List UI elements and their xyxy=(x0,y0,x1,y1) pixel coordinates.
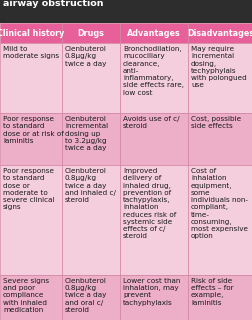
Text: Advantages: Advantages xyxy=(127,28,180,37)
Text: Clenbuterol
incremental
dosing up
to 3.2µg/kg
twice a day: Clenbuterol incremental dosing up to 3.2… xyxy=(65,116,108,151)
Bar xyxy=(119,23,187,43)
Bar xyxy=(62,43,119,113)
Text: Poor response
to standard
dose or at risk of
laminitis: Poor response to standard dose or at ris… xyxy=(3,116,64,144)
Bar xyxy=(187,23,252,43)
Text: Clenbuterol
0.8µg/kg
twice a day
and inhaled c/
steroid: Clenbuterol 0.8µg/kg twice a day and inh… xyxy=(65,168,115,203)
Bar xyxy=(187,113,252,165)
Text: Cost of
inhalation
equipment,
some
individuals non-
compliant,
time-
consuming,
: Cost of inhalation equipment, some indiv… xyxy=(190,168,247,239)
Text: Bronchodilation,
mucociliary
clearance,
anti-
inflammatory,
side effects rare,
l: Bronchodilation, mucociliary clearance, … xyxy=(122,46,183,95)
Bar xyxy=(62,113,119,165)
Text: Drugs: Drugs xyxy=(77,28,104,37)
Bar xyxy=(187,275,252,320)
Text: Avoids use of c/
steroid: Avoids use of c/ steroid xyxy=(122,116,179,129)
Text: Clenbuterol
0.8µg/kg
twice a day
and oral c/
steroid: Clenbuterol 0.8µg/kg twice a day and ora… xyxy=(65,278,106,313)
Bar xyxy=(187,165,252,275)
Bar xyxy=(119,275,187,320)
Bar xyxy=(119,43,187,113)
Text: Mild to
moderate signs: Mild to moderate signs xyxy=(3,46,59,59)
Text: Poor response
to standard
dose or
moderate to
severe clinical
signs: Poor response to standard dose or modera… xyxy=(3,168,54,210)
Text: Severe signs
and poor
compliance
with inhaled
medication: Severe signs and poor compliance with in… xyxy=(3,278,49,313)
Bar xyxy=(0,23,62,43)
Text: Clenbuterol
0.8µg/kg
twice a day: Clenbuterol 0.8µg/kg twice a day xyxy=(65,46,106,67)
Bar xyxy=(0,275,62,320)
Text: May require
incremental
dosing,
techyphylais
with polongued
use: May require incremental dosing, techyphy… xyxy=(190,46,246,88)
Text: Disadvantages: Disadvantages xyxy=(186,28,252,37)
Bar xyxy=(0,113,62,165)
Text: Cost, possible
side effects: Cost, possible side effects xyxy=(190,116,240,129)
Bar xyxy=(0,43,62,113)
Bar xyxy=(119,113,187,165)
Text: Table 1. Treatment options for recurrent
airway obstruction: Table 1. Treatment options for recurrent… xyxy=(3,0,218,8)
Bar xyxy=(187,43,252,113)
Bar xyxy=(119,165,187,275)
Text: Clinical history: Clinical history xyxy=(0,28,65,37)
Bar xyxy=(62,165,119,275)
Bar xyxy=(62,275,119,320)
Bar xyxy=(0,0,252,23)
Text: Improved
delivery of
inhaled drug,
prevention of
tachypylaxis,
inhalation
reduce: Improved delivery of inhaled drug, preve… xyxy=(122,168,176,239)
Bar xyxy=(62,23,119,43)
Text: Lower cost than
inhalation, may
prevent
tachyphylaxis: Lower cost than inhalation, may prevent … xyxy=(122,278,180,306)
Text: Risk of side
effects – for
example,
laminitis: Risk of side effects – for example, lami… xyxy=(190,278,233,306)
Bar xyxy=(0,165,62,275)
